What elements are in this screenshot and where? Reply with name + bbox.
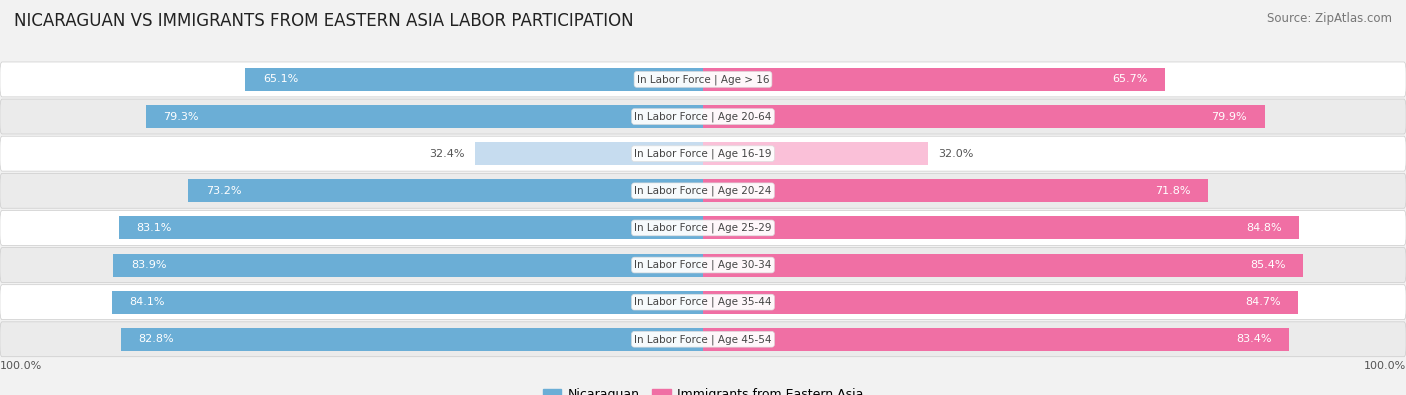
Text: In Labor Force | Age 45-54: In Labor Force | Age 45-54: [634, 334, 772, 344]
Bar: [121, 328, 703, 351]
FancyBboxPatch shape: [0, 62, 1406, 97]
Text: In Labor Force | Age 20-24: In Labor Force | Age 20-24: [634, 186, 772, 196]
Text: 84.7%: 84.7%: [1246, 297, 1281, 307]
Bar: [703, 328, 1289, 351]
Text: In Labor Force | Age 16-19: In Labor Force | Age 16-19: [634, 149, 772, 159]
Bar: [703, 254, 1303, 276]
FancyBboxPatch shape: [0, 248, 1406, 282]
Text: 84.8%: 84.8%: [1246, 223, 1282, 233]
Bar: [703, 216, 1299, 239]
Text: 65.1%: 65.1%: [263, 74, 298, 85]
Bar: [246, 68, 703, 91]
Text: In Labor Force | Age 20-64: In Labor Force | Age 20-64: [634, 111, 772, 122]
Text: 83.4%: 83.4%: [1236, 334, 1272, 344]
Text: 85.4%: 85.4%: [1250, 260, 1286, 270]
Text: 82.8%: 82.8%: [138, 334, 174, 344]
Bar: [112, 254, 703, 276]
Bar: [120, 216, 703, 239]
Bar: [703, 142, 928, 165]
Text: 79.9%: 79.9%: [1212, 111, 1247, 122]
Text: 100.0%: 100.0%: [1364, 361, 1406, 371]
Bar: [703, 291, 1299, 314]
FancyBboxPatch shape: [0, 173, 1406, 208]
Text: 100.0%: 100.0%: [0, 361, 42, 371]
Bar: [703, 179, 1208, 202]
Legend: Nicaraguan, Immigrants from Eastern Asia: Nicaraguan, Immigrants from Eastern Asia: [537, 384, 869, 395]
Text: 83.9%: 83.9%: [131, 260, 166, 270]
FancyBboxPatch shape: [0, 211, 1406, 245]
Text: 79.3%: 79.3%: [163, 111, 198, 122]
Bar: [475, 142, 703, 165]
FancyBboxPatch shape: [0, 99, 1406, 134]
Bar: [703, 105, 1265, 128]
Text: 73.2%: 73.2%: [205, 186, 242, 196]
Text: Source: ZipAtlas.com: Source: ZipAtlas.com: [1267, 12, 1392, 25]
Bar: [188, 179, 703, 202]
Text: 71.8%: 71.8%: [1154, 186, 1191, 196]
Text: In Labor Force | Age 25-29: In Labor Force | Age 25-29: [634, 223, 772, 233]
Text: 32.4%: 32.4%: [429, 149, 464, 159]
Bar: [145, 105, 703, 128]
FancyBboxPatch shape: [0, 285, 1406, 320]
Text: NICARAGUAN VS IMMIGRANTS FROM EASTERN ASIA LABOR PARTICIPATION: NICARAGUAN VS IMMIGRANTS FROM EASTERN AS…: [14, 12, 634, 30]
Text: 65.7%: 65.7%: [1112, 74, 1147, 85]
Text: In Labor Force | Age 35-44: In Labor Force | Age 35-44: [634, 297, 772, 307]
Text: In Labor Force | Age 30-34: In Labor Force | Age 30-34: [634, 260, 772, 270]
FancyBboxPatch shape: [0, 322, 1406, 357]
Bar: [112, 291, 703, 314]
FancyBboxPatch shape: [0, 136, 1406, 171]
Text: 83.1%: 83.1%: [136, 223, 172, 233]
Bar: [703, 68, 1166, 91]
Text: In Labor Force | Age > 16: In Labor Force | Age > 16: [637, 74, 769, 85]
Text: 84.1%: 84.1%: [129, 297, 165, 307]
Text: 32.0%: 32.0%: [939, 149, 974, 159]
